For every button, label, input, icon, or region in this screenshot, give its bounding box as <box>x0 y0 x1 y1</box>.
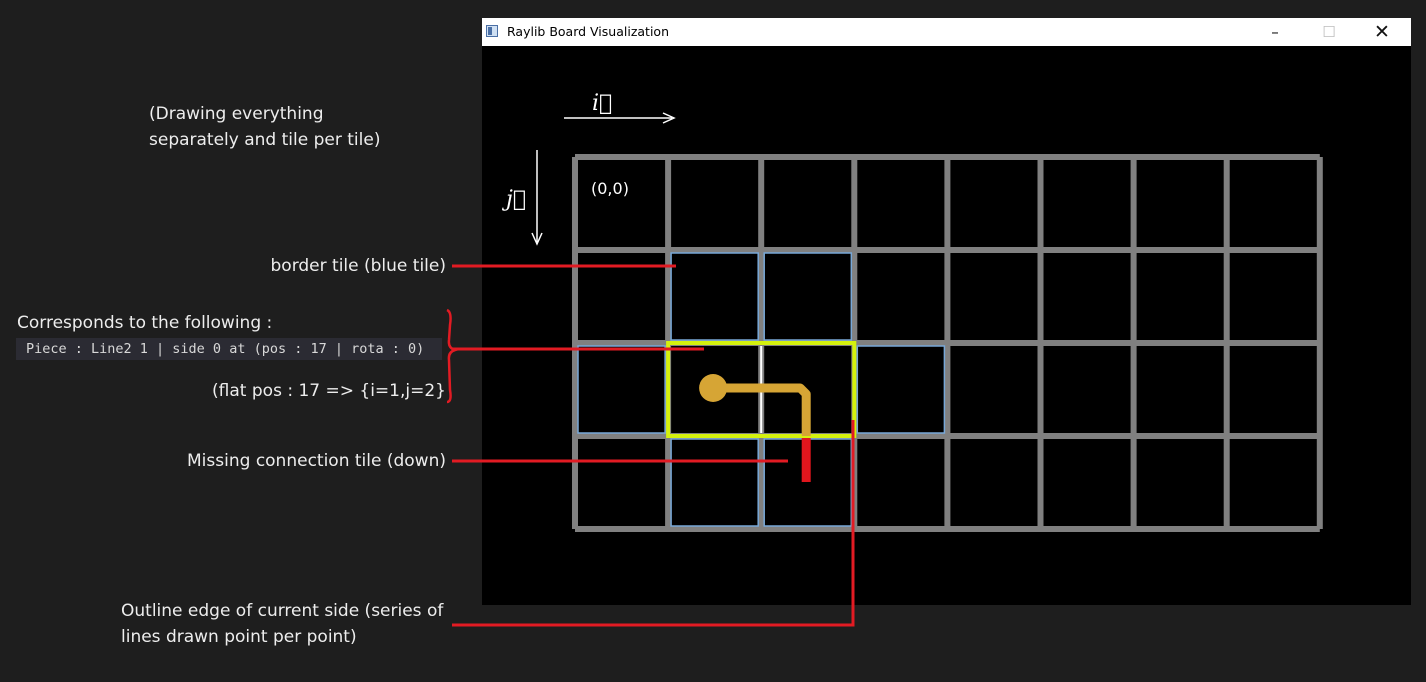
code-bracket <box>446 308 460 404</box>
border-tile <box>763 252 853 341</box>
current-side-outline <box>666 341 857 438</box>
board-canvas[interactable]: i⃗ j⃗ (0,0) <box>482 46 1411 605</box>
j-axis-label: j⃗ <box>501 187 526 212</box>
border-tile <box>856 345 946 434</box>
border-tile <box>577 345 666 434</box>
board-svg: i⃗ j⃗ (0,0) <box>501 91 1323 532</box>
outline-pointer-line <box>452 420 855 627</box>
app-window-icon <box>486 25 498 37</box>
close-button[interactable]: ✕ <box>1374 21 1390 43</box>
raylib-window: Raylib Board Visualization – ☐ ✕ i⃗ j⃗ (… <box>482 18 1411 605</box>
drawing-note-line1: (Drawing everything <box>149 104 324 124</box>
i-axis-arrow-head <box>662 112 676 124</box>
window-title: Raylib Board Visualization <box>507 24 669 39</box>
outline-note-line2: lines drawn point per point) <box>121 627 357 647</box>
border-tile <box>670 438 759 527</box>
border-tile-label: border tile (blue tile) <box>270 256 447 276</box>
debug-output-line: Piece : Line2 1 | side 0 at (pos : 17 | … <box>16 338 442 360</box>
title-bar[interactable]: Raylib Board Visualization – ☐ ✕ <box>482 18 1411 46</box>
minimize-button[interactable]: – <box>1271 23 1279 41</box>
corresponds-label: Corresponds to the following : <box>17 313 273 333</box>
piece-path <box>713 383 811 436</box>
outline-note-line1: Outline edge of current side (series of <box>121 601 444 621</box>
piece-start-dot <box>699 374 728 402</box>
origin-label: (0,0) <box>591 179 629 198</box>
annotation-line-layer <box>446 264 855 627</box>
border-tile <box>670 252 759 341</box>
j-axis-arrow-head <box>531 232 543 246</box>
i-axis-label: i⃗ <box>592 91 612 116</box>
piece-layer <box>666 341 857 482</box>
maximize-button[interactable]: ☐ <box>1322 23 1336 41</box>
drawing-note-line2: separately and tile per tile) <box>149 130 381 150</box>
flat-pos-label: (flat pos : 17 => {i=1,j=2} <box>212 381 446 401</box>
missing-connection-label: Missing connection tile (down) <box>187 451 446 471</box>
